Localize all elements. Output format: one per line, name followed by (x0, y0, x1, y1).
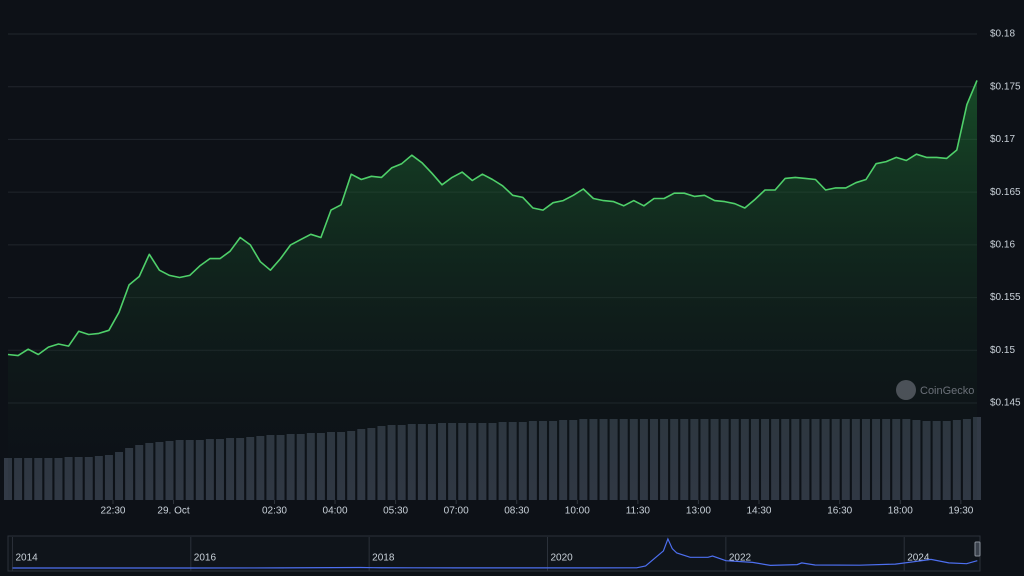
y-tick-label: $0.155 (990, 292, 1021, 303)
x-tick-label: 05:30 (383, 506, 408, 517)
x-tick-label: 04:00 (323, 506, 348, 517)
x-tick-label: 10:00 (565, 506, 590, 517)
y-tick-label: $0.18 (990, 29, 1015, 40)
x-tick-label: 08:30 (504, 506, 529, 517)
navigator-tick-label: 2020 (551, 553, 574, 564)
x-tick-label: 18:00 (888, 506, 913, 517)
y-tick-label: $0.15 (990, 345, 1015, 356)
navigator-tick-label: 2022 (729, 553, 752, 564)
watermark: CoinGecko (920, 385, 974, 397)
x-tick-label: 16:30 (827, 506, 852, 517)
x-tick-label: 22:30 (100, 506, 125, 517)
x-tick-label: 14:30 (746, 506, 771, 517)
plot-area: $0.145 $0.15 $0.155 $0.16 $0.165 $0.17 $0.175 $… (4, 29, 1021, 517)
navigator-tick-label: 2014 (15, 553, 38, 564)
x-tick-label: 11:30 (626, 506, 651, 517)
watermark-logo (896, 380, 916, 400)
x-tick-label: 19:30 (948, 506, 973, 517)
navigator-tick-label: 2018 (372, 553, 395, 564)
x-tick-label: 13:00 (686, 506, 711, 517)
y-tick-label: $0.175 (990, 81, 1021, 92)
price-area (8, 80, 977, 501)
x-tick-label: 02:30 (262, 506, 287, 517)
y-tick-label: $0.16 (990, 239, 1015, 250)
navigator-frame (7, 535, 981, 572)
navigator-tick-label: 2016 (194, 553, 217, 564)
navigator: 2014 2016 2018 2020 2022 2024 (11, 537, 978, 571)
navigator-tick-label: 2024 (907, 553, 930, 564)
price-line (7, 80, 978, 357)
x-tick-label: 07:00 (444, 506, 469, 517)
x-tick-label: 29. Oct (157, 506, 189, 517)
y-tick-label: $0.165 (990, 187, 1021, 198)
navigator-handle[interactable] (974, 541, 981, 557)
y-tick-label: $0.145 (990, 398, 1021, 409)
navigator-line (12, 537, 978, 569)
y-tick-label: $0.17 (990, 134, 1015, 145)
